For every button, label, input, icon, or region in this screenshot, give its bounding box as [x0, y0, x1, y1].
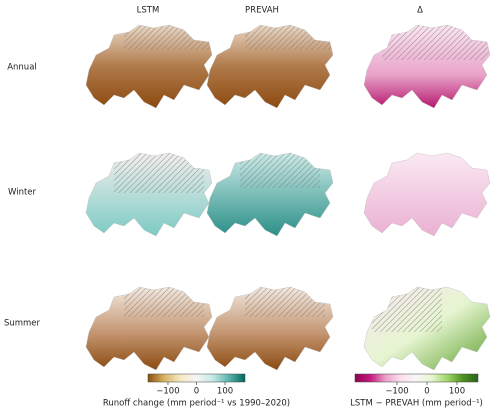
no-data-hatch	[245, 287, 325, 317]
map-panel	[206, 286, 334, 371]
colorbar-tick-label: 100	[449, 387, 465, 397]
map-panel	[85, 286, 213, 371]
map-panel	[206, 24, 334, 109]
colorbar-tick-label: 100	[217, 387, 233, 397]
map-grid	[85, 24, 491, 371]
column-title: LSTM	[137, 6, 160, 16]
map-panel	[206, 152, 334, 237]
no-data-hatch	[240, 153, 320, 188]
no-data-hatch	[382, 25, 490, 60]
colorbar-tick-label: −100	[385, 387, 408, 397]
colorbar-label: LSTM − PREVAH (mm period⁻¹)	[350, 399, 483, 408]
no-data-hatch	[114, 153, 204, 193]
map-panel	[363, 286, 491, 371]
colorbar-tick-label: 0	[194, 387, 199, 397]
colorbar	[147, 373, 246, 383]
no-data-hatch	[124, 287, 204, 317]
column-title: PREVAH	[245, 6, 279, 16]
map-panel	[363, 152, 491, 237]
row-label: Summer	[4, 319, 41, 329]
no-data-hatch	[245, 25, 333, 50]
row-label: Winter	[8, 188, 37, 198]
map-panel	[363, 24, 491, 109]
map-panel	[85, 24, 213, 109]
colorbar-label: Runoff change (mm period⁻¹ vs 1990–2020)	[103, 399, 290, 408]
map-panel	[85, 152, 213, 237]
no-data-hatch	[372, 287, 442, 332]
no-data-hatch	[124, 25, 212, 50]
colorbar	[354, 373, 479, 383]
colorbars: −100 0 100 Runoff change (mm period⁻¹ vs 19…	[103, 373, 483, 408]
colorbar-tick-label: 0	[424, 387, 429, 397]
row-label: Annual	[7, 63, 37, 73]
column-title: Δ	[417, 6, 423, 16]
region-map	[363, 152, 491, 237]
colorbar-tick-label: −100	[156, 387, 179, 397]
